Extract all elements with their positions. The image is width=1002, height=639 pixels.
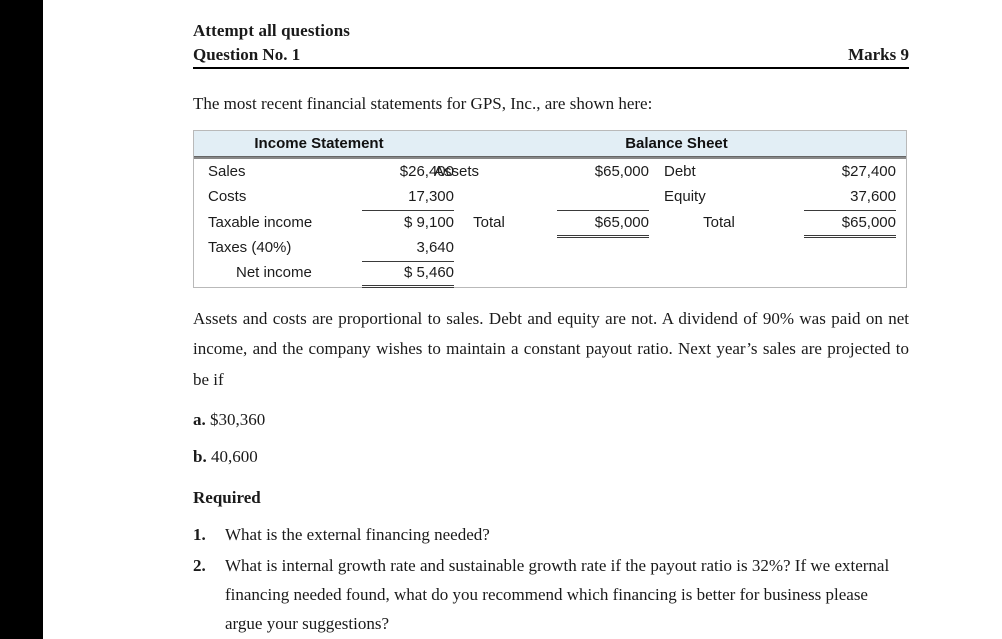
header-double-rule xyxy=(194,157,906,160)
option-a-text: $30,360 xyxy=(210,409,266,429)
option-b-marker: b. xyxy=(193,446,207,466)
option-b: b. 40,600 xyxy=(193,445,909,469)
required-question-item: 2. What is internal growth rate and sust… xyxy=(193,551,909,639)
row-label-assets: Assets xyxy=(434,163,480,181)
question-number-label: Question No. 1 xyxy=(193,45,301,65)
balance-sheet-title: Balance Sheet xyxy=(625,135,728,153)
row-value-debt: $27,400 xyxy=(841,163,896,181)
required-question-list: 1. What is the external financing needed… xyxy=(193,520,909,639)
rule-net-income xyxy=(362,261,454,263)
rule-equity-subtotal xyxy=(804,210,896,212)
row-label-net-income: Net income xyxy=(236,264,312,282)
row-label-equity: Equity xyxy=(664,188,706,206)
row-label-liabilities-total: Total xyxy=(703,214,735,232)
rule-assets-subtotal xyxy=(557,210,649,212)
rule-income-subtotal xyxy=(362,210,454,212)
row-value-net-income: $ 5,460 xyxy=(403,264,454,282)
question-header-row: Question No. 1 Marks 9 xyxy=(193,45,909,70)
double-rule-liabilities-total xyxy=(804,235,896,239)
row-value-taxable-income: $ 9,100 xyxy=(403,214,454,232)
marks-label: Marks 9 xyxy=(848,45,909,65)
double-rule-net-income xyxy=(362,285,454,289)
intro-paragraph: The most recent financial statements for… xyxy=(193,94,653,114)
row-value-liabilities-total: $65,000 xyxy=(841,214,896,232)
table-header-band: Income Statement Balance Sheet xyxy=(194,131,906,158)
income-statement-title: Income Statement xyxy=(254,135,384,153)
table-row: Taxes (40%) 3,640 xyxy=(194,239,908,264)
question-text: What is internal growth rate and sustain… xyxy=(225,555,890,634)
row-value-assets: $65,000 xyxy=(594,163,649,181)
option-b-text: 40,600 xyxy=(210,446,258,466)
financial-statements-table: Income Statement Balance Sheet Sales $26… xyxy=(193,130,908,289)
document-content: Attempt all questions Question No. 1 Mar… xyxy=(193,0,909,639)
left-margin-bar xyxy=(0,0,43,639)
question-marker: 1. xyxy=(193,524,206,544)
option-a: a. $30,360 xyxy=(193,408,909,432)
question-marker: 2. xyxy=(193,555,206,575)
row-label-sales: Sales xyxy=(208,163,246,181)
row-value-costs: 17,300 xyxy=(408,188,454,206)
double-rule-assets-total xyxy=(557,235,649,239)
required-question-item: 1. What is the external financing needed… xyxy=(193,520,909,549)
row-value-sales: $26,400 xyxy=(399,163,454,181)
row-value-taxes: 3,640 xyxy=(416,239,454,257)
option-a-marker: a. xyxy=(193,409,206,429)
row-label-debt: Debt xyxy=(664,163,696,181)
row-value-equity: 37,600 xyxy=(850,188,896,206)
row-label-taxable-income: Taxable income xyxy=(208,214,313,232)
required-heading: Required xyxy=(193,487,261,507)
table-row: Costs 17,300 Equity 37,600 xyxy=(194,188,908,213)
attempt-all-questions-heading: Attempt all questions xyxy=(193,21,350,40)
row-value-assets-total: $65,000 xyxy=(594,214,649,232)
table-row: Net income $ 5,460 xyxy=(194,264,908,289)
table-row: Sales $26,400 Assets $65,000 Debt $27,40… xyxy=(194,163,908,188)
table-row: Taxable income $ 9,100 Total $65,000 Tot… xyxy=(194,214,908,239)
table-body: Sales $26,400 Assets $65,000 Debt $27,40… xyxy=(194,159,908,289)
question-text: What is the external financing needed? xyxy=(225,524,490,544)
assumptions-paragraph: Assets and costs are proportional to sal… xyxy=(193,309,909,389)
row-label-costs: Costs xyxy=(208,188,247,206)
row-label-assets-total: Total xyxy=(473,214,505,232)
row-label-taxes: Taxes (40%) xyxy=(208,239,292,257)
